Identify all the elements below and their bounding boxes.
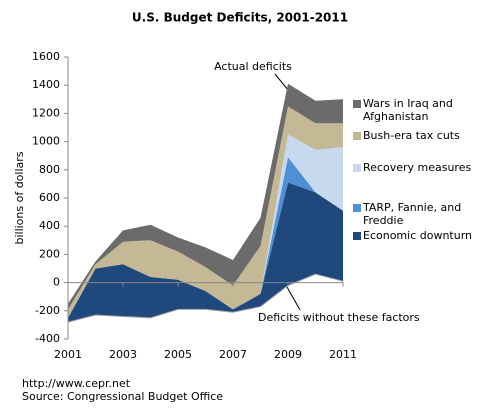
- leader-line: [286, 286, 301, 311]
- footer-url: http://www.cepr.net: [22, 377, 131, 390]
- y-tick-label: 400: [39, 219, 60, 232]
- legend-label: Bush-era tax cuts: [363, 129, 460, 142]
- annotation: Deficits without these factors: [258, 311, 420, 324]
- legend-label-box: TARP, Fannie, and Freddie: [363, 201, 462, 227]
- area: [68, 182, 343, 323]
- legend-swatch: [353, 204, 361, 212]
- y-axis-label: billions of dollars: [13, 151, 26, 244]
- y-tick-label: 200: [39, 247, 60, 260]
- legend-label-box: Economic downturn: [363, 229, 473, 242]
- x-tick-label: 2011: [329, 348, 357, 361]
- legend-label: Economic downturn: [363, 229, 473, 242]
- x-tick-label: 2009: [274, 348, 302, 361]
- legend-swatch: [353, 164, 361, 172]
- legend-swatch: [353, 232, 361, 240]
- area: [68, 134, 343, 318]
- area: [68, 106, 343, 318]
- y-tick-label: -200: [35, 304, 60, 317]
- y-tick-label: 1400: [32, 78, 60, 91]
- y-tick-label: -400: [35, 332, 60, 345]
- legend-label-box: Recovery measures: [363, 161, 472, 174]
- y-tick-label: 1600: [32, 50, 60, 63]
- x-tick-label: 2007: [219, 348, 247, 361]
- y-tick-label: 1200: [32, 106, 60, 119]
- legend-label-box: Wars in Iraq and Afghanistan: [363, 97, 453, 123]
- legend-swatch: [353, 100, 361, 108]
- leader-line: [274, 73, 289, 91]
- y-tick-label: 800: [39, 163, 60, 176]
- baseline-line: [67, 273, 344, 323]
- legend-label-box: Bush-era tax cuts: [363, 129, 460, 142]
- area: [68, 83, 343, 310]
- x-tick-label: 2003: [109, 348, 137, 361]
- legend-label: TARP, Fannie, and Freddie: [363, 201, 462, 227]
- x-tick-label: 2005: [164, 348, 192, 361]
- annotation: Actual deficits: [214, 60, 292, 73]
- legend-label: Recovery measures: [363, 161, 472, 174]
- y-tick-label: 0: [53, 276, 60, 289]
- x-tick-label: 2001: [54, 348, 82, 361]
- chart-title: U.S. Budget Deficits, 2001-2011: [132, 11, 348, 25]
- footer-source: Source: Congressional Budget Office: [22, 390, 223, 403]
- legend-label: Wars in Iraq and Afghanistan: [363, 97, 453, 123]
- y-tick-label: 600: [39, 191, 60, 204]
- legend-swatch: [353, 132, 361, 140]
- y-tick-label: 1000: [32, 135, 60, 148]
